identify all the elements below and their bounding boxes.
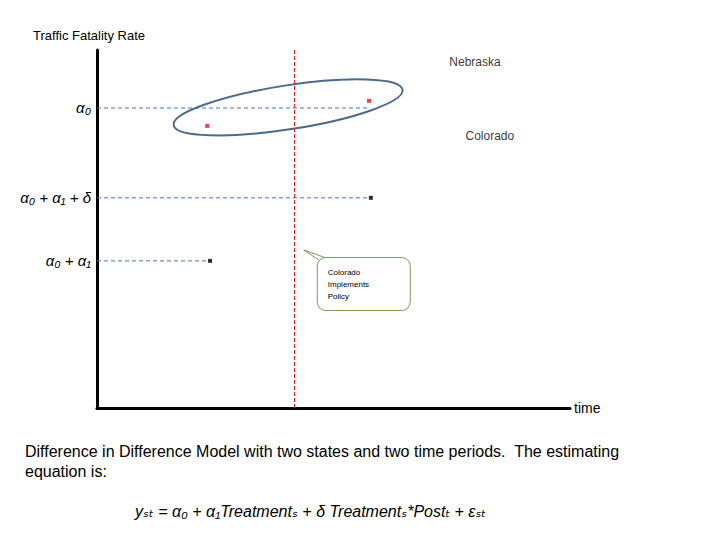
svg-text:time: time [574,400,601,416]
svg-text:α₀ + α₁: α₀ + α₁ [46,252,92,269]
svg-text:Policy: Policy [328,292,349,301]
svg-text:α₀ + α₁ + δ: α₀ + α₁ + δ [20,189,91,206]
svg-text:Colorado: Colorado [328,268,363,277]
svg-text:α₀: α₀ [76,99,91,116]
svg-text:yₛₜ = α₀ + α₁Treatmentₛ + δ Tr: yₛₜ = α₀ + α₁Treatmentₛ + δ Treatmentₛ*P… [134,503,486,520]
svg-text:Implements: Implements [328,280,372,289]
svg-text:Difference in Difference Model: Difference in Difference Model with two … [25,443,624,460]
svg-text:Nebraska: Nebraska [449,55,501,69]
svg-text:equation is:: equation is: [25,463,107,480]
svg-text:Traffic Fatality Rate: Traffic Fatality Rate [33,28,145,43]
svg-text:Colorado: Colorado [466,129,515,143]
